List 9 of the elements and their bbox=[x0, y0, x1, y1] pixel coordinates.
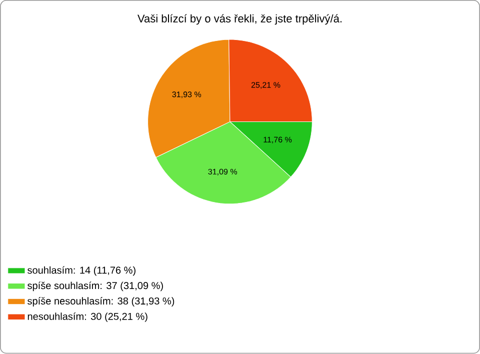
chart-title: Vaši blízcí by o vás řekli, že jste trpělivý/á. bbox=[138, 14, 342, 25]
legend-label: spíše nesouhlasím: 38 (31,93 %) bbox=[28, 297, 174, 307]
legend-label: souhlasím: 14 (11,76 %) bbox=[28, 266, 136, 276]
legend-label: nesouhlasím: 30 (25,21 %) bbox=[28, 312, 148, 322]
data-label: 11,76 % bbox=[264, 136, 292, 144]
legend-label: spíše souhlasím: 37 (31,09 %) bbox=[28, 282, 163, 292]
data-label: 25,21 % bbox=[251, 82, 280, 89]
data-label: 31,93 % bbox=[172, 92, 202, 98]
data-label: 31,09 % bbox=[208, 168, 238, 176]
